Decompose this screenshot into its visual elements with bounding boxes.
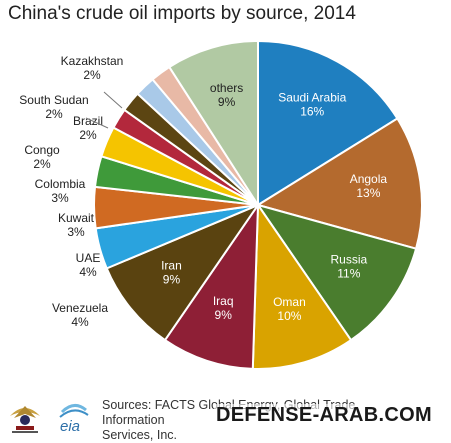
eia-logo-text: eia xyxy=(60,418,80,434)
slice-label-iraq: Iraq xyxy=(213,294,234,308)
slice-value-brazil: 2% xyxy=(79,128,97,142)
slice-label-brazil: Brazil xyxy=(73,114,103,128)
slice-label-russia: Russia xyxy=(330,253,367,267)
watermark: DEFENSE-ARAB.COM xyxy=(214,404,434,427)
slice-label-saudi-arabia: Saudi Arabia xyxy=(278,91,346,105)
defense-arab-emblem-icon xyxy=(10,406,40,433)
slice-value-oman: 10% xyxy=(277,309,301,323)
slice-label-oman: Oman xyxy=(273,295,306,309)
slice-value-colombia: 3% xyxy=(51,191,69,205)
slice-value-kuwait: 3% xyxy=(67,225,85,239)
slice-value-congo: 2% xyxy=(33,157,51,171)
slice-value-russia: 11% xyxy=(337,267,360,281)
source-line-2: Services, Inc. xyxy=(102,428,178,442)
slice-label-uae: UAE xyxy=(76,251,101,265)
pie-slice-oman xyxy=(251,201,353,370)
pie-slice-russia xyxy=(255,203,418,342)
slice-value-kazakhstan: 2% xyxy=(83,68,101,82)
slice-label-angola: Angola xyxy=(350,172,388,186)
slice-value-saudi-arabia: 16% xyxy=(300,105,324,119)
pie-slice-iraq xyxy=(163,201,260,370)
pie-slice-iran xyxy=(105,202,261,342)
slice-value-south-sudan: 2% xyxy=(45,107,63,121)
slice-value-uae: 4% xyxy=(79,265,97,279)
slice-value-angola: 13% xyxy=(356,186,380,200)
slice-label-kazakhstan: Kazakhstan xyxy=(61,54,124,68)
slice-label-iran: Iran xyxy=(161,258,182,272)
leader-line-south-sudan xyxy=(85,117,109,129)
slice-label-kuwait: Kuwait xyxy=(58,211,95,225)
slice-value-others: 9% xyxy=(218,95,236,109)
slice-value-venezuela: 4% xyxy=(71,315,89,329)
pie-slice-saudi-arabia xyxy=(257,39,399,207)
slice-value-iraq: 9% xyxy=(215,308,233,322)
eia-logo-icon: eia xyxy=(59,404,89,434)
slice-label-south-sudan: South Sudan xyxy=(19,93,88,107)
chart-title: China's crude oil imports by source, 201… xyxy=(8,3,356,24)
slice-label-congo: Congo xyxy=(24,143,60,157)
pie-slice-others xyxy=(167,39,259,209)
leader-line-kazakhstan xyxy=(103,91,123,109)
slice-label-venezuela: Venezuela xyxy=(52,301,108,315)
slice-label-colombia: Colombia xyxy=(35,177,86,191)
slice-value-iran: 9% xyxy=(163,272,181,286)
slice-label-others: others xyxy=(210,81,243,95)
